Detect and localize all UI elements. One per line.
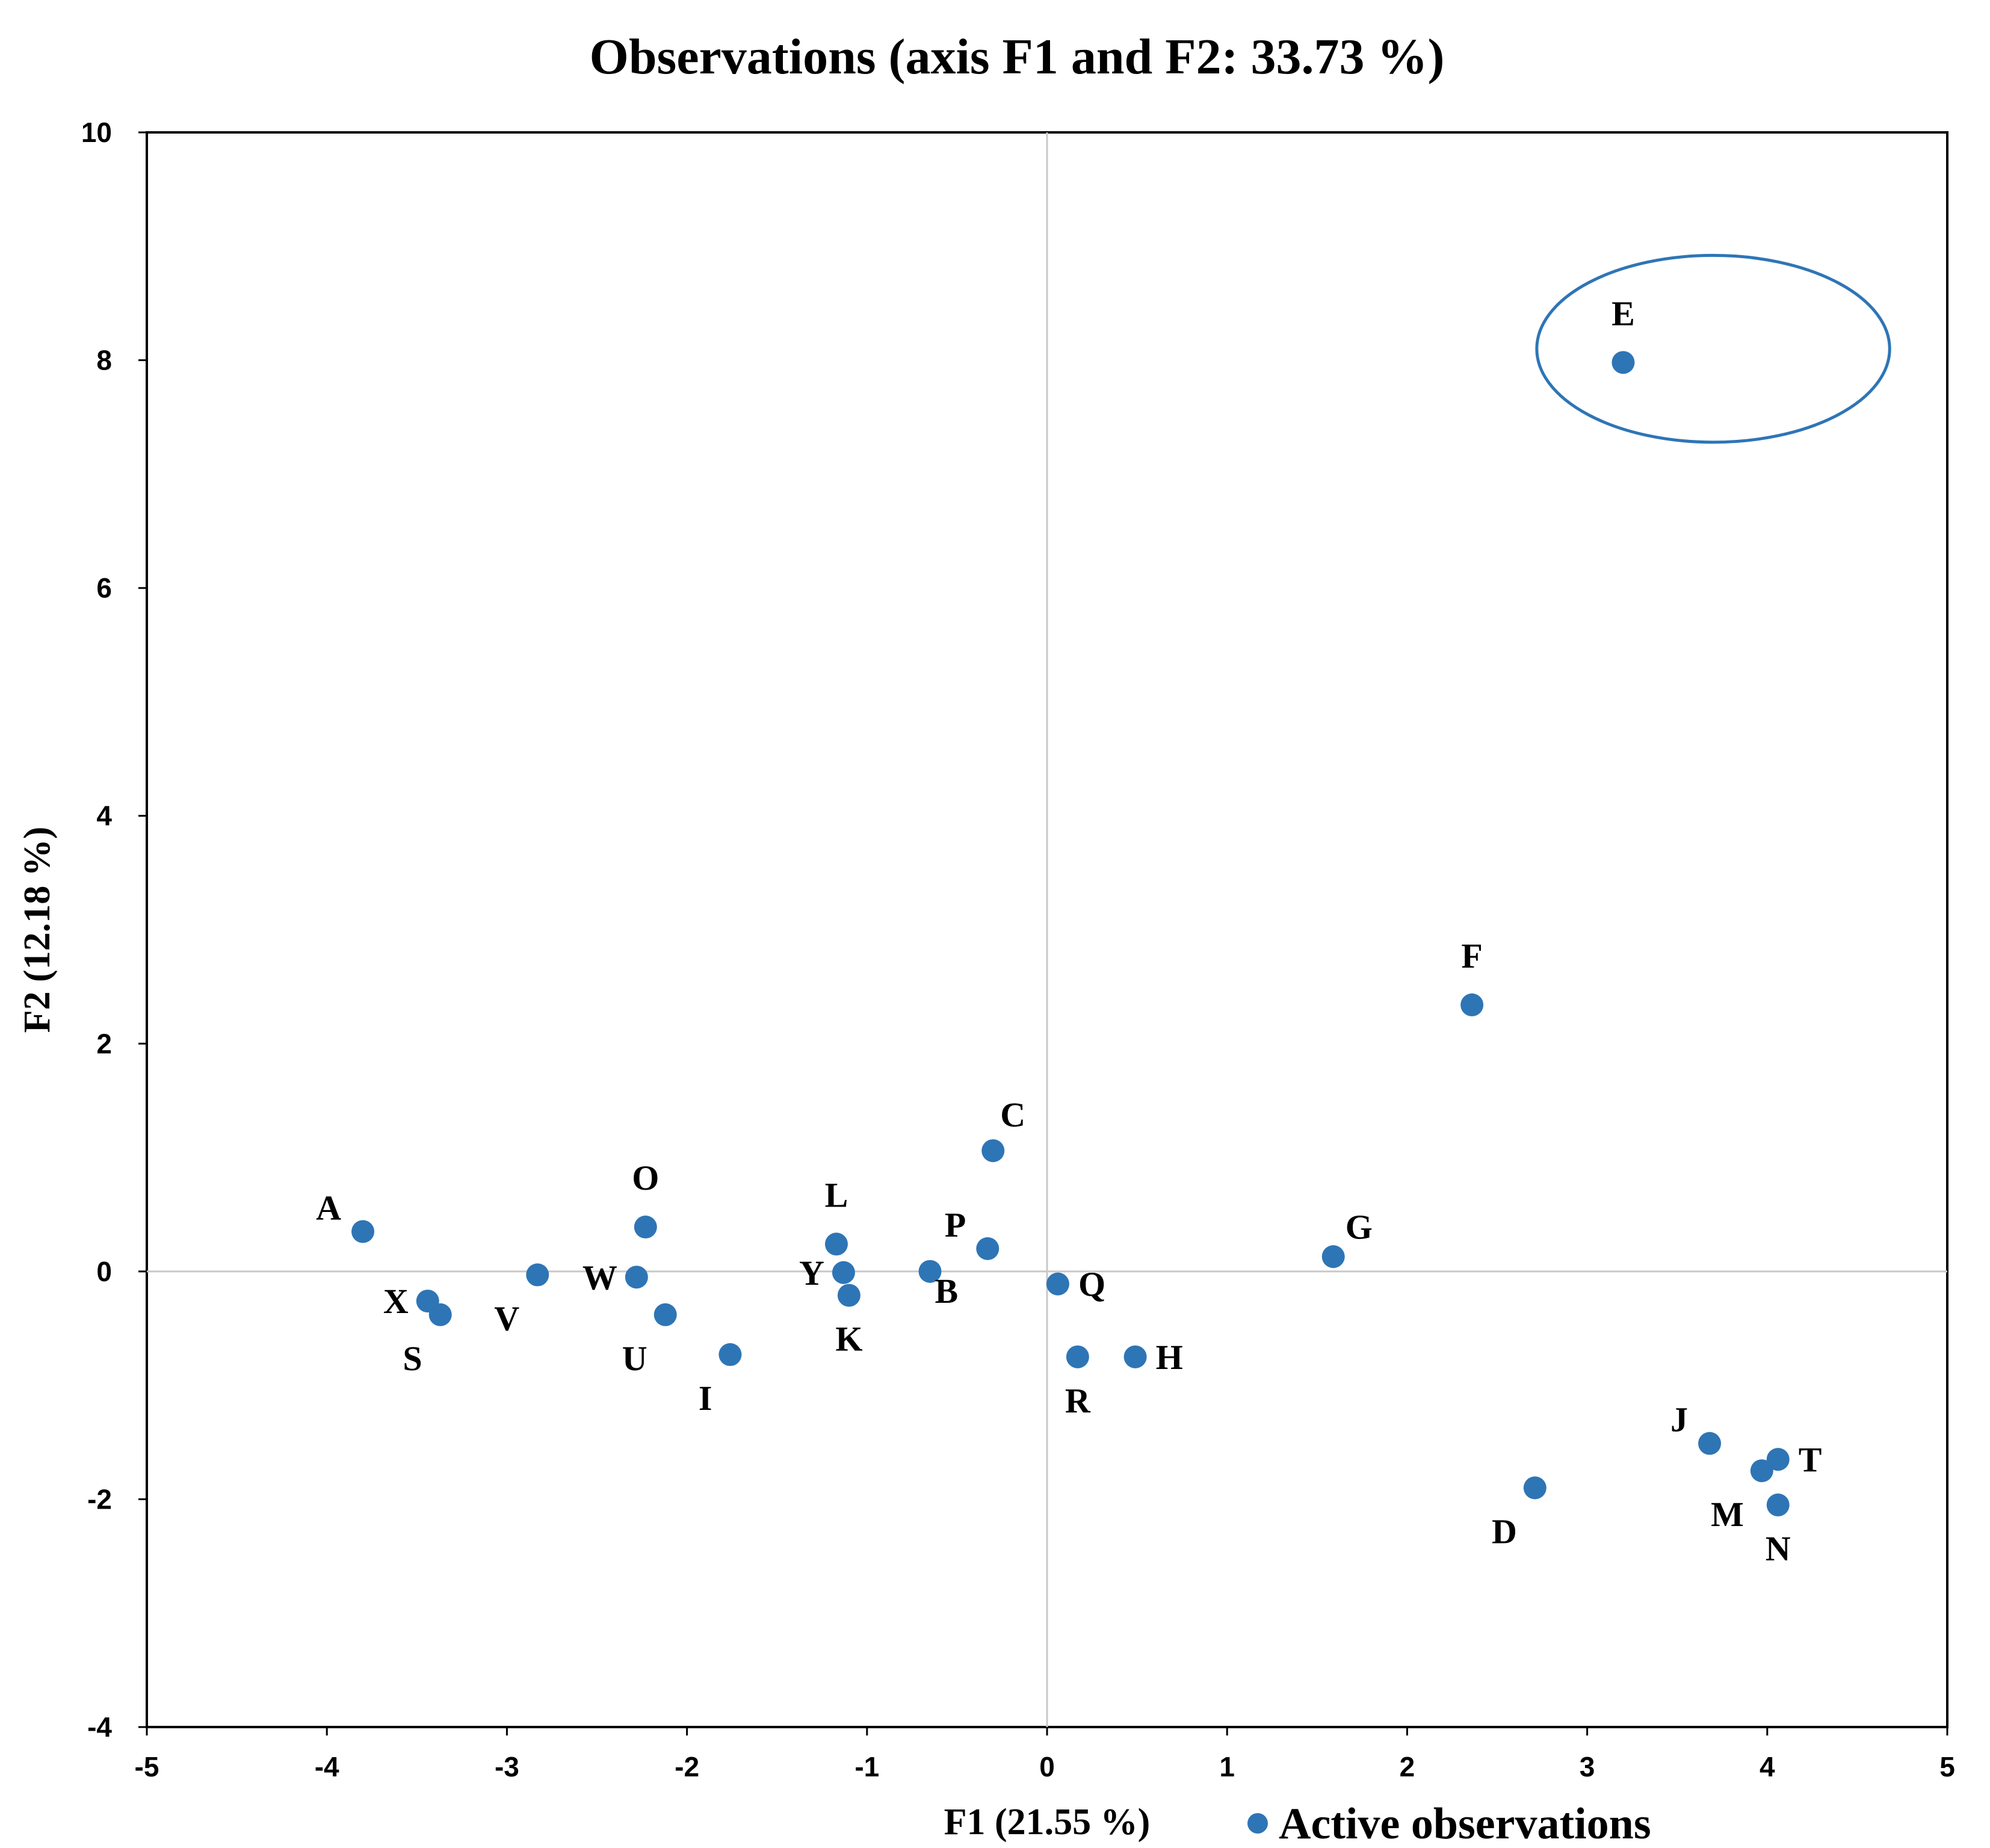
y-tick-label: -2 bbox=[87, 1483, 112, 1515]
data-points bbox=[351, 351, 1790, 1516]
zero-lines bbox=[147, 132, 1947, 1727]
y-tick-label: -4 bbox=[87, 1711, 112, 1743]
point-label-f: F bbox=[1461, 936, 1482, 975]
point-label-e: E bbox=[1611, 294, 1635, 333]
point-m bbox=[1750, 1459, 1773, 1483]
point-label-w: W bbox=[582, 1258, 617, 1297]
y-tick-label: 6 bbox=[96, 572, 112, 604]
annotations bbox=[1535, 253, 1891, 444]
point-label-m: M bbox=[1711, 1495, 1744, 1534]
point-label-p: P bbox=[945, 1205, 966, 1244]
point-l bbox=[824, 1232, 848, 1256]
x-tick-label: 2 bbox=[1400, 1751, 1415, 1782]
point-label-o: O bbox=[632, 1158, 659, 1197]
x-tick-label: 1 bbox=[1219, 1751, 1235, 1782]
point-label-d: D bbox=[1492, 1512, 1517, 1551]
chart-title: Observations (axis F1 and F2: 33.73 %) bbox=[589, 29, 1444, 85]
x-tick-label: -5 bbox=[135, 1751, 159, 1782]
point-label-n: N bbox=[1766, 1529, 1791, 1568]
x-tick-label: -2 bbox=[675, 1751, 699, 1782]
point-y bbox=[832, 1261, 855, 1284]
point-v bbox=[526, 1263, 549, 1287]
point-label-b: B bbox=[935, 1272, 959, 1311]
point-c bbox=[981, 1139, 1005, 1163]
point-e bbox=[1611, 351, 1635, 374]
point-label-g: G bbox=[1346, 1207, 1373, 1246]
point-label-i: I bbox=[699, 1379, 712, 1418]
point-n bbox=[1766, 1493, 1790, 1516]
point-b bbox=[918, 1259, 942, 1283]
x-tick-label: -3 bbox=[495, 1751, 519, 1782]
point-label-c: C bbox=[1000, 1095, 1025, 1134]
x-axis-ticks: -5 -4 -3 -2 -1 0 1 2 3 4 5 bbox=[135, 1727, 1955, 1782]
point-label-h: H bbox=[1156, 1338, 1183, 1377]
point-t bbox=[1766, 1448, 1790, 1471]
point-g bbox=[1321, 1245, 1345, 1269]
point-label-s: S bbox=[403, 1339, 422, 1378]
point-label-j: J bbox=[1670, 1400, 1688, 1439]
point-f bbox=[1460, 993, 1484, 1016]
y-tick-label: 10 bbox=[81, 117, 112, 148]
x-tick-label: 4 bbox=[1760, 1751, 1775, 1782]
point-label-x: X bbox=[383, 1282, 409, 1321]
point-h bbox=[1123, 1345, 1147, 1368]
x-tick-label: -1 bbox=[854, 1751, 879, 1782]
point-label-l: L bbox=[825, 1175, 848, 1214]
point-label-k: K bbox=[835, 1320, 862, 1359]
y-tick-label: 0 bbox=[96, 1256, 112, 1287]
point-q bbox=[1046, 1272, 1069, 1296]
highlight-ellipse bbox=[1535, 253, 1891, 444]
point-r bbox=[1066, 1345, 1089, 1368]
point-p bbox=[976, 1237, 1000, 1260]
y-tick-label: 2 bbox=[96, 1028, 112, 1059]
legend: Active observations bbox=[1247, 1799, 1651, 1848]
point-k bbox=[837, 1284, 861, 1307]
point-label-y: Y bbox=[799, 1253, 824, 1293]
point-j bbox=[1698, 1432, 1722, 1455]
point-labels: A XS V O W U I LYK BP C Q R H G F E D J M T N bbox=[316, 294, 1822, 1568]
x-axis-label: F1 (21.55 %) bbox=[944, 1802, 1151, 1843]
y-axis-label: F2 (12.18 %) bbox=[17, 827, 58, 1033]
point-w bbox=[625, 1265, 648, 1289]
point-i bbox=[718, 1343, 742, 1367]
y-tick-label: 4 bbox=[96, 800, 112, 832]
point-label-t: T bbox=[1799, 1440, 1822, 1479]
point-a bbox=[351, 1220, 375, 1243]
point-d bbox=[1523, 1476, 1547, 1500]
x-tick-label: 3 bbox=[1580, 1751, 1595, 1782]
point-label-v: V bbox=[494, 1299, 519, 1338]
point-label-q: Q bbox=[1078, 1265, 1105, 1304]
point-label-u: U bbox=[622, 1339, 647, 1378]
point-o bbox=[634, 1216, 657, 1239]
x-tick-label: 5 bbox=[1939, 1751, 1955, 1782]
point-s bbox=[428, 1303, 452, 1326]
x-tick-label: 0 bbox=[1039, 1751, 1055, 1782]
point-u bbox=[654, 1303, 677, 1326]
legend-marker bbox=[1247, 1813, 1268, 1834]
y-axis-ticks: -4 -2 0 2 4 6 8 10 bbox=[81, 117, 147, 1743]
point-label-a: A bbox=[316, 1188, 341, 1228]
legend-entry-active-observations: Active observations bbox=[1279, 1799, 1651, 1848]
y-tick-label: 8 bbox=[96, 345, 112, 376]
x-tick-label: -4 bbox=[315, 1751, 339, 1782]
point-label-r: R bbox=[1065, 1381, 1091, 1420]
